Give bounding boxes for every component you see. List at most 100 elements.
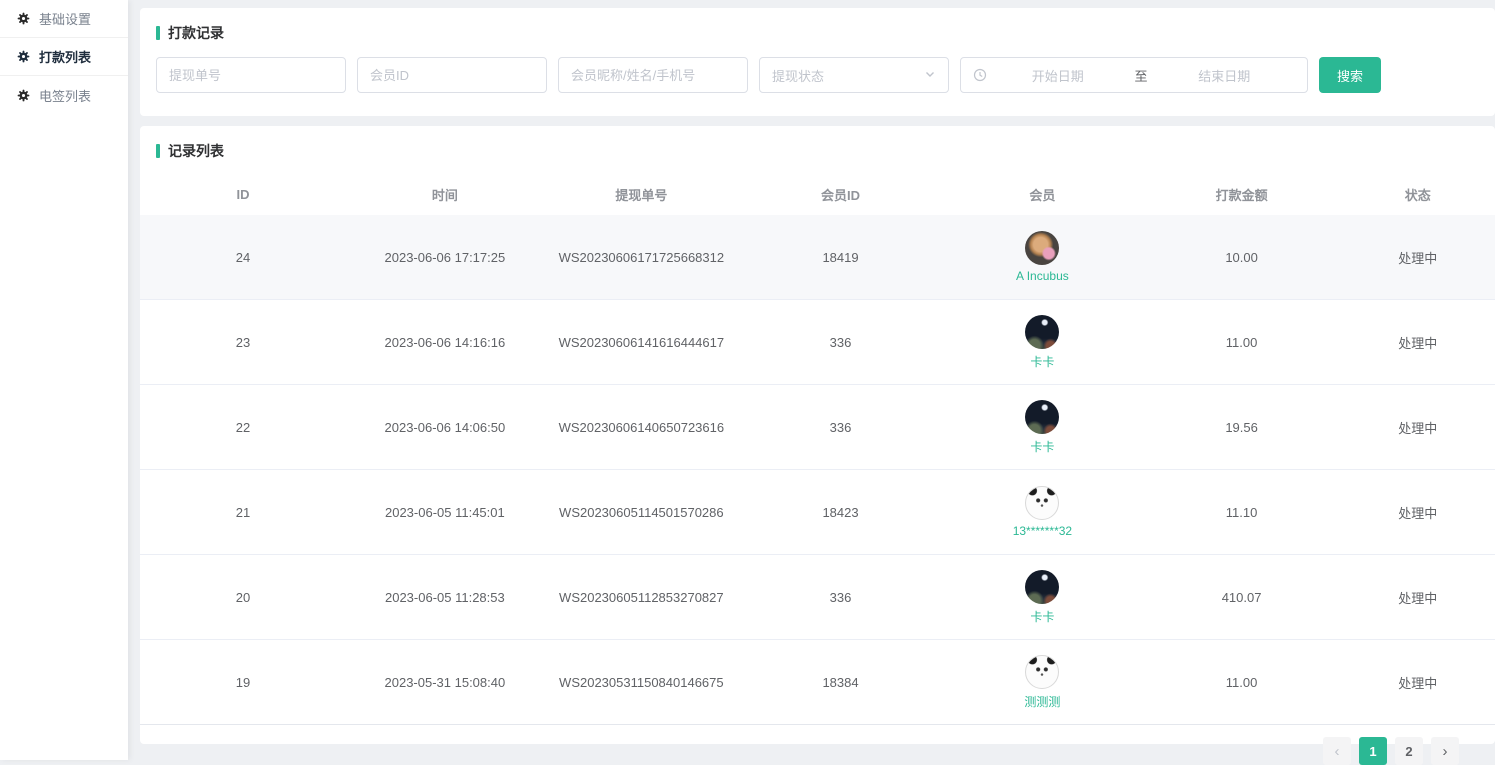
main-content: 打款记录 提现状态 开始日期 至 结束日期: [128, 0, 1495, 760]
table-header-row: ID 时间 提现单号 会员ID 会员 打款金额 状态: [140, 173, 1495, 215]
cell-member: 卡卡: [942, 315, 1143, 370]
end-date-placeholder[interactable]: 结束日期: [1154, 66, 1296, 85]
sidebar-item-label: 打款列表: [39, 47, 91, 66]
clock-icon: [973, 68, 987, 82]
start-date-placeholder[interactable]: 开始日期: [987, 66, 1129, 85]
member-name-link[interactable]: 测测测: [1024, 693, 1060, 710]
cell-id: 23: [140, 335, 346, 350]
cell-order-no: WS20230605114501570286: [544, 505, 739, 520]
pagination-prev-button[interactable]: ‹: [1323, 737, 1351, 765]
cell-member-id: 18419: [739, 250, 942, 265]
list-title: 记录列表: [168, 141, 224, 161]
search-button[interactable]: 搜索: [1319, 57, 1381, 93]
cell-id: 20: [140, 590, 346, 605]
date-range-picker[interactable]: 开始日期 至 结束日期: [960, 57, 1308, 93]
pagination-page-1[interactable]: 1: [1359, 737, 1387, 765]
gear-icon: [17, 50, 30, 63]
sidebar: 基础设置 打款列表 电签列表: [0, 0, 128, 760]
member-avatar: [1025, 655, 1059, 689]
member-avatar: [1025, 400, 1059, 434]
table-body: 24 2023-06-06 17:17:25 WS202306061717256…: [140, 215, 1495, 725]
member-name-link[interactable]: 卡卡: [1030, 353, 1054, 370]
cell-status: 处理中: [1341, 588, 1495, 607]
cell-amount: 11.10: [1143, 505, 1341, 520]
cell-member-id: 336: [739, 420, 942, 435]
select-placeholder: 提现状态: [772, 66, 824, 85]
cell-order-no: WS20230606171725668312: [544, 250, 739, 265]
cell-status: 处理中: [1341, 503, 1495, 522]
cell-member-id: 336: [739, 590, 942, 605]
cell-id: 21: [140, 505, 346, 520]
accent-bar: [156, 144, 160, 158]
record-list-card: 记录列表 ID 时间 提现单号 会员ID 会员 打款金额 状态 24 2023-…: [140, 126, 1495, 744]
sidebar-item-label: 基础设置: [39, 9, 91, 28]
cell-time: 2023-06-06 17:17:25: [346, 250, 544, 265]
chevron-down-icon: [924, 68, 936, 83]
cell-id: 19: [140, 675, 346, 690]
col-header-time: 时间: [346, 185, 544, 204]
cell-member: 13*******32: [942, 486, 1143, 538]
date-separator: 至: [1129, 66, 1154, 85]
cell-amount: 11.00: [1143, 675, 1341, 690]
member-name-link[interactable]: 13*******32: [1013, 524, 1072, 538]
member-name-link[interactable]: A Incubus: [1016, 269, 1069, 283]
withdraw-order-input[interactable]: [156, 57, 346, 93]
member-id-input[interactable]: [357, 57, 547, 93]
member-avatar: [1025, 231, 1059, 265]
search-filter-card: 打款记录 提现状态 开始日期 至 结束日期: [140, 8, 1495, 116]
cell-status: 处理中: [1341, 418, 1495, 437]
cell-amount: 11.00: [1143, 335, 1341, 350]
col-header-order-no: 提现单号: [544, 185, 739, 204]
pagination-next-button[interactable]: ›: [1431, 737, 1459, 765]
member-avatar: [1025, 570, 1059, 604]
table-row: 19 2023-05-31 15:08:40 WS202305311508401…: [140, 640, 1495, 725]
cell-time: 2023-06-05 11:28:53: [346, 590, 544, 605]
sidebar-item-label: 电签列表: [39, 86, 91, 105]
member-name-link[interactable]: 卡卡: [1030, 438, 1054, 455]
table-row: 20 2023-06-05 11:28:53 WS202306051128532…: [140, 555, 1495, 640]
sidebar-item-payment-list[interactable]: 打款列表: [0, 38, 128, 76]
cell-time: 2023-05-31 15:08:40: [346, 675, 544, 690]
cell-member: 测测测: [942, 655, 1143, 710]
member-info-input[interactable]: [558, 57, 748, 93]
cell-status: 处理中: [1341, 248, 1495, 267]
cell-member: A Incubus: [942, 231, 1143, 283]
member-avatar: [1025, 486, 1059, 520]
cell-member-id: 18423: [739, 505, 942, 520]
sidebar-item-basic-settings[interactable]: 基础设置: [0, 0, 128, 38]
col-header-member-id: 会员ID: [739, 185, 942, 204]
col-header-amount: 打款金额: [1143, 185, 1341, 204]
col-header-id: ID: [140, 187, 346, 202]
page-title: 打款记录: [168, 23, 224, 43]
table-row: 21 2023-06-05 11:45:01 WS202306051145015…: [140, 470, 1495, 555]
filter-card-header: 打款记录: [156, 23, 1479, 43]
cell-id: 24: [140, 250, 346, 265]
table-row: 22 2023-06-06 14:06:50 WS202306061406507…: [140, 385, 1495, 470]
filter-row: 提现状态 开始日期 至 结束日期 搜索: [156, 57, 1479, 93]
cell-time: 2023-06-06 14:16:16: [346, 335, 544, 350]
cell-order-no: WS20230606140650723616: [544, 420, 739, 435]
table-row: 23 2023-06-06 14:16:16 WS202306061416164…: [140, 300, 1495, 385]
accent-bar: [156, 26, 160, 40]
pagination-page-2[interactable]: 2: [1395, 737, 1423, 765]
member-name-link[interactable]: 卡卡: [1030, 608, 1054, 625]
cell-amount: 19.56: [1143, 420, 1341, 435]
member-avatar: [1025, 315, 1059, 349]
cell-amount: 410.07: [1143, 590, 1341, 605]
cell-status: 处理中: [1341, 673, 1495, 692]
cell-order-no: WS20230605112853270827: [544, 590, 739, 605]
cell-time: 2023-06-06 14:06:50: [346, 420, 544, 435]
col-header-member: 会员: [942, 185, 1143, 204]
cell-member-id: 336: [739, 335, 942, 350]
cell-order-no: WS20230606141616444617: [544, 335, 739, 350]
cell-id: 22: [140, 420, 346, 435]
cell-time: 2023-06-05 11:45:01: [346, 505, 544, 520]
records-table: ID 时间 提现单号 会员ID 会员 打款金额 状态 24 2023-06-06…: [140, 173, 1495, 725]
sidebar-item-esign-list[interactable]: 电签列表: [0, 76, 128, 114]
gear-icon: [17, 12, 30, 25]
cell-amount: 10.00: [1143, 250, 1341, 265]
withdraw-status-select[interactable]: 提现状态: [759, 57, 949, 93]
cell-order-no: WS20230531150840146675: [544, 675, 739, 690]
table-row: 24 2023-06-06 17:17:25 WS202306061717256…: [140, 215, 1495, 300]
